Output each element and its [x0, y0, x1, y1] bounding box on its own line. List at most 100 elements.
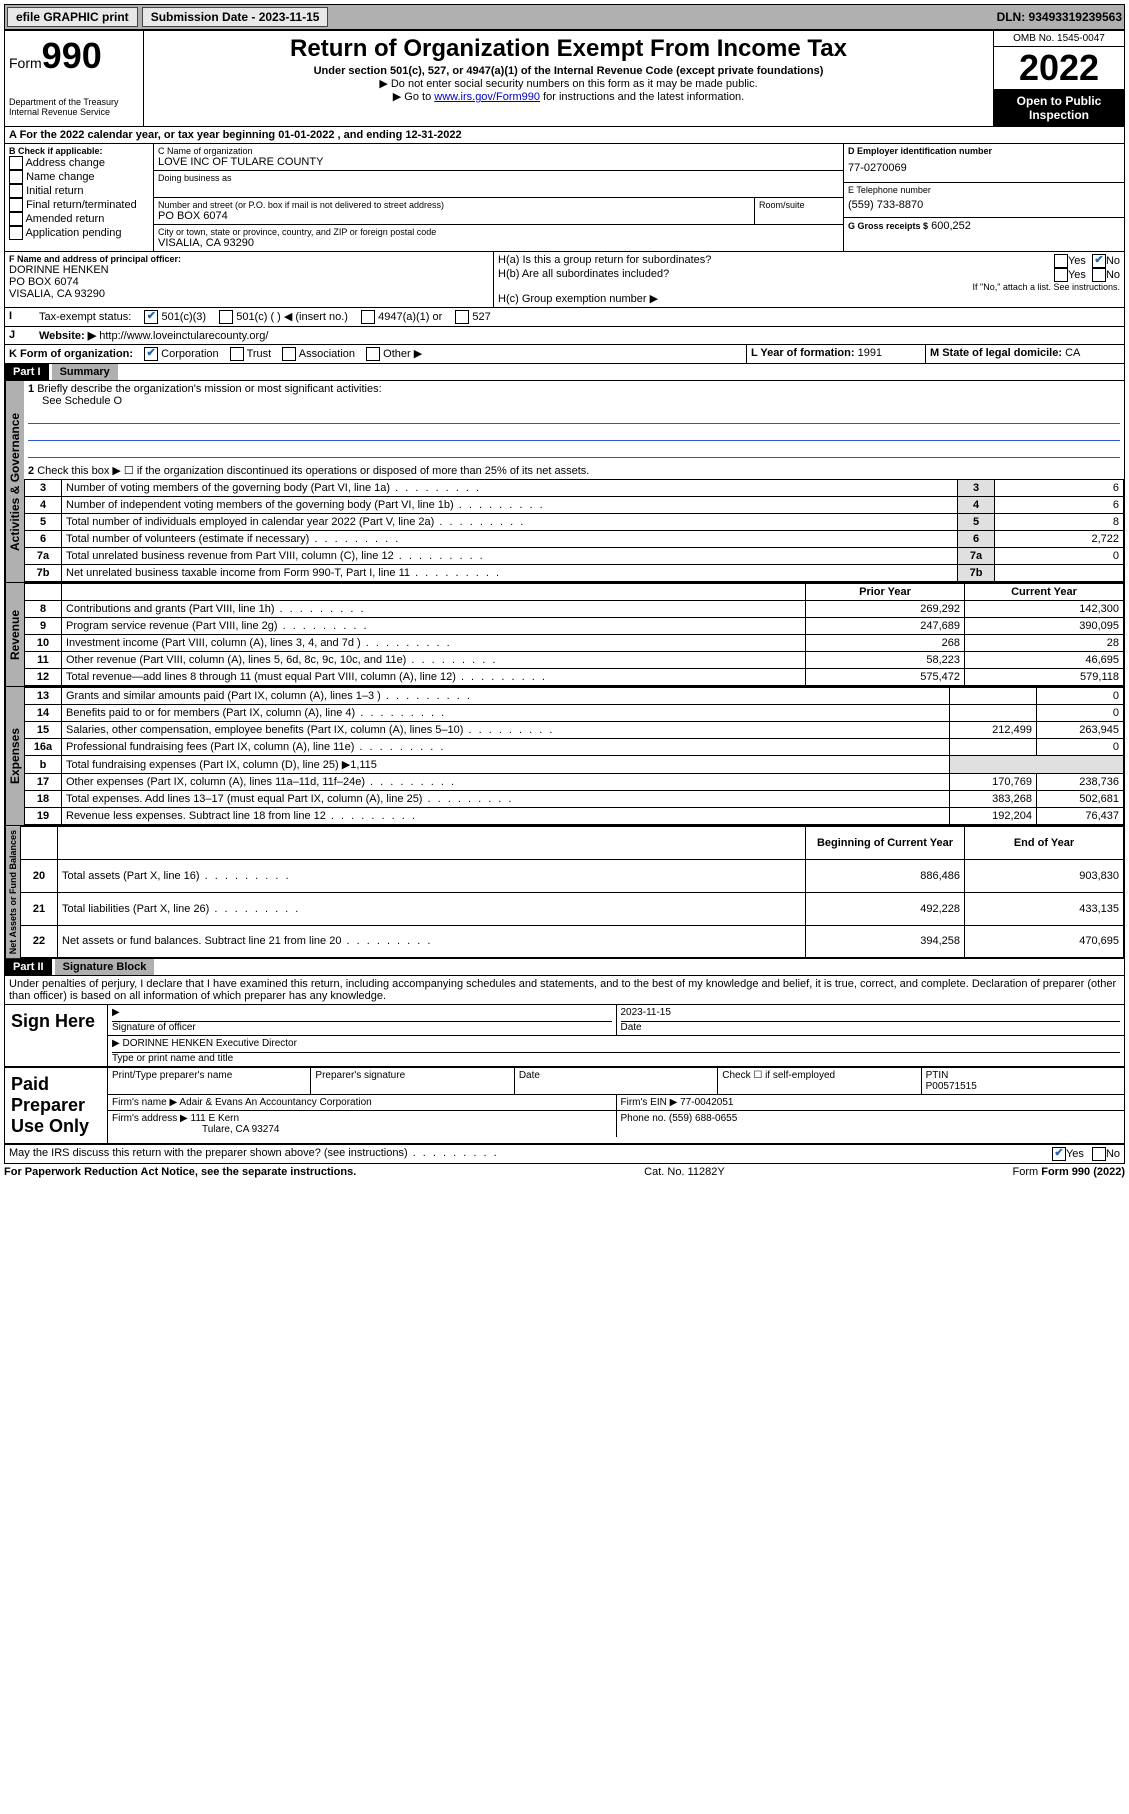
expenses-table: 13 Grants and similar amounts paid (Part…: [24, 687, 1124, 825]
form-footer: Form Form 990 (2022): [1013, 1166, 1126, 1178]
chk-pending-label: Application pending: [25, 227, 121, 239]
ein-label: D Employer identification number: [848, 146, 1120, 156]
room-label: Room/suite: [759, 200, 839, 210]
chk-527[interactable]: 527: [455, 311, 490, 323]
prior-value: 58,223: [806, 652, 965, 669]
line-j: J Website: ▶ http://www.loveinctularecou…: [4, 327, 1125, 345]
addr-label: Number and street (or P.O. box if mail i…: [158, 200, 750, 210]
chk-final[interactable]: Final return/terminated: [9, 198, 149, 212]
chk-name[interactable]: Name change: [9, 170, 149, 184]
chk-address[interactable]: Address change: [9, 156, 149, 170]
line-num: 14: [25, 705, 62, 722]
current-value: 263,945: [1036, 722, 1123, 739]
col-header: Beginning of Current Year: [806, 827, 965, 860]
line-num: 12: [25, 669, 62, 686]
chk-501c3[interactable]: ✔ 501(c)(3): [144, 311, 206, 323]
discuss-no[interactable]: No: [1088, 1145, 1124, 1163]
line-value: 6: [995, 497, 1124, 514]
line-text: Total liabilities (Part X, line 26): [58, 892, 806, 925]
current-value: 502,681: [1036, 791, 1123, 808]
line-num: 6: [25, 531, 62, 548]
current-value: 579,118: [965, 669, 1124, 686]
col-header: Current Year: [965, 584, 1124, 601]
line-text: Number of independent voting members of …: [62, 497, 958, 514]
chk-initial-label: Initial return: [26, 185, 83, 197]
line-num: 22: [21, 925, 58, 958]
vtab-expenses: Expenses: [5, 687, 24, 825]
current-value: 0: [1036, 705, 1123, 722]
ptin-value: P00571515: [926, 1081, 1120, 1092]
chk-501c[interactable]: 501(c) ( ) ◀ (insert no.): [219, 311, 348, 323]
hb-yes[interactable]: Yes: [1054, 268, 1086, 282]
officer-name: DORINNE HENKEN: [9, 264, 489, 276]
opt-assoc: Association: [299, 348, 355, 360]
line-text: Total assets (Part X, line 16): [58, 859, 806, 892]
line-a: A For the 2022 calendar year, or tax yea…: [4, 127, 1125, 144]
prior-value: 492,228: [806, 892, 965, 925]
prep-date-label: Date: [515, 1068, 718, 1094]
sign-here-block: Sign Here Signature of officer 2023-11-1…: [4, 1005, 1125, 1068]
chk-address-label: Address change: [25, 157, 105, 169]
chk-trust[interactable]: Trust: [230, 348, 272, 360]
date-label: Date: [621, 1022, 1121, 1033]
line-num: 7b: [25, 565, 62, 582]
dept-treasury: Department of the Treasury Internal Reve…: [9, 97, 139, 117]
website-label: Website: ▶: [39, 330, 96, 342]
hb-no[interactable]: No: [1092, 268, 1120, 282]
firm-phone-label: Phone no.: [621, 1113, 667, 1124]
ha-yes[interactable]: Yes: [1054, 254, 1086, 268]
prior-value: 269,292: [806, 601, 965, 618]
vtab-governance: Activities & Governance: [5, 381, 24, 582]
prior-value: 394,258: [806, 925, 965, 958]
line-text: Other revenue (Part VIII, column (A), li…: [62, 652, 806, 669]
chk-4947[interactable]: 4947(a)(1) or: [361, 311, 442, 323]
firm-addr-label: Firm's address ▶: [112, 1113, 188, 1124]
city-label: City or town, state or province, country…: [158, 227, 839, 237]
current-value: 470,695: [965, 925, 1124, 958]
line-num: 7a: [25, 548, 62, 565]
paid-preparer-label: Paid Preparer Use Only: [5, 1068, 108, 1143]
org-city: VISALIA, CA 93290: [158, 237, 839, 249]
form-footer-num: Form 990 (2022): [1041, 1166, 1125, 1178]
officer-addr: PO BOX 6074: [9, 276, 489, 288]
chk-other[interactable]: Other ▶: [366, 348, 422, 360]
part-ii: Part II Signature Block: [4, 959, 1125, 976]
chk-initial[interactable]: Initial return: [9, 184, 149, 198]
website-value: http://www.loveinctularecounty.org/: [99, 330, 268, 342]
ptin-label: PTIN: [926, 1070, 1120, 1081]
type-name-label: Type or print name and title: [112, 1053, 1120, 1064]
form-title: Return of Organization Exempt From Incom…: [150, 35, 987, 63]
self-employed[interactable]: Check ☐ if self-employed: [718, 1068, 921, 1094]
line-text: Investment income (Part VIII, column (A)…: [62, 635, 806, 652]
line-a-text: A For the 2022 calendar year, or tax yea…: [5, 127, 466, 143]
chk-corp[interactable]: ✔ Corporation: [144, 348, 219, 360]
opt-trust: Trust: [247, 348, 272, 360]
line-value: 2,722: [995, 531, 1124, 548]
irs-link[interactable]: www.irs.gov/Form990: [434, 91, 540, 103]
chk-final-label: Final return/terminated: [26, 199, 137, 211]
chk-amended[interactable]: Amended return: [9, 212, 149, 226]
col-header: Prior Year: [806, 584, 965, 601]
opt-501c3: 501(c)(3): [161, 311, 206, 323]
form-number: Form990: [9, 35, 139, 77]
prior-value: 886,486: [806, 859, 965, 892]
line-num: 3: [25, 480, 62, 497]
ein-value: 77-0270069: [848, 156, 1120, 180]
block-bcdeg: B Check if applicable: Address change Na…: [4, 144, 1125, 252]
prior-value: [949, 688, 1036, 705]
part-ii-heading: Signature Block: [55, 959, 155, 975]
line-text: Total unrelated business revenue from Pa…: [62, 548, 958, 565]
line-num: 8: [25, 601, 62, 618]
dln: DLN: 93493319239563: [997, 10, 1122, 24]
submission-date: Submission Date - 2023-11-15: [142, 7, 329, 27]
officer-typed-name: DORINNE HENKEN Executive Director: [112, 1038, 1120, 1053]
prior-value: 170,769: [949, 774, 1036, 791]
hb-note: If "No," attach a list. See instructions…: [498, 282, 1120, 292]
discuss-yes[interactable]: ✔Yes: [1048, 1145, 1088, 1163]
phone-label: E Telephone number: [848, 185, 1120, 195]
chk-assoc[interactable]: Association: [282, 348, 355, 360]
prior-value: 247,689: [806, 618, 965, 635]
ha-no[interactable]: ✔No: [1092, 254, 1120, 268]
chk-name-label: Name change: [26, 171, 95, 183]
chk-pending[interactable]: Application pending: [9, 226, 149, 240]
